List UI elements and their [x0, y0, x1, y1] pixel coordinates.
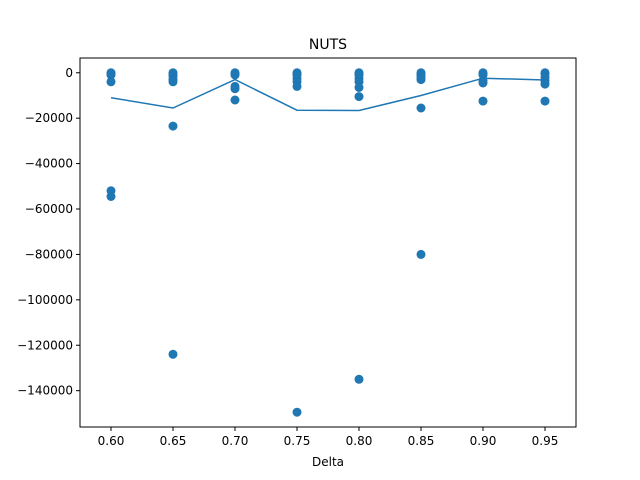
y-tick-label: −80000: [25, 247, 73, 261]
axes: 0.60 0.65 0.70 0.75 0.80 0.85 0.90 0.95 0 −20000 −…: [17, 66, 558, 448]
scatter-point: [416, 75, 426, 85]
y-tick-label: −20000: [25, 111, 73, 125]
scatter-point: [354, 69, 364, 79]
scatter-point: [478, 78, 488, 88]
scatter-point: [106, 77, 116, 87]
scatter-point: [230, 84, 240, 94]
x-tick-label: 0.85: [408, 434, 435, 448]
scatter-point: [168, 121, 178, 131]
x-tick-label: 0.90: [470, 434, 497, 448]
scatter-point: [292, 69, 302, 79]
x-tick-label: 0.80: [346, 434, 373, 448]
x-axis-label: Delta: [312, 455, 344, 469]
scatter-point: [540, 79, 550, 89]
scatter-point: [106, 68, 116, 78]
scatter-point: [292, 407, 302, 417]
y-tick-label: −60000: [25, 202, 73, 216]
scatter-point: [478, 96, 488, 106]
plot-marks: [106, 68, 550, 417]
mean-line: [110, 77, 546, 112]
scatter-point: [354, 92, 364, 102]
scatter-point: [106, 192, 116, 201]
scatter-point: [292, 81, 302, 91]
scatter-point: [354, 374, 364, 384]
scatter-point: [354, 83, 364, 92]
y-tick-label: −120000: [17, 338, 73, 352]
scatter-point: [416, 249, 426, 259]
y-tick-label: −140000: [17, 384, 73, 398]
chart-title: NUTS: [309, 37, 347, 53]
x-tick-label: 0.75: [284, 434, 311, 448]
x-tick-label: 0.95: [532, 434, 559, 448]
y-tick-label: −100000: [17, 293, 73, 307]
y-tick-label: 0: [65, 66, 73, 80]
scatter-point: [416, 103, 426, 113]
x-tick-label: 0.60: [98, 434, 125, 448]
x-tick-label: 0.70: [222, 434, 249, 448]
scatter-point: [168, 77, 178, 87]
x-tick-label: 0.65: [160, 434, 187, 448]
scatter-point: [230, 95, 240, 105]
scatter-point: [230, 70, 240, 80]
scatter-point: [540, 96, 550, 106]
y-tick-label: −40000: [25, 157, 73, 171]
plot-frame: [79, 57, 577, 428]
scatter-point: [168, 349, 178, 359]
